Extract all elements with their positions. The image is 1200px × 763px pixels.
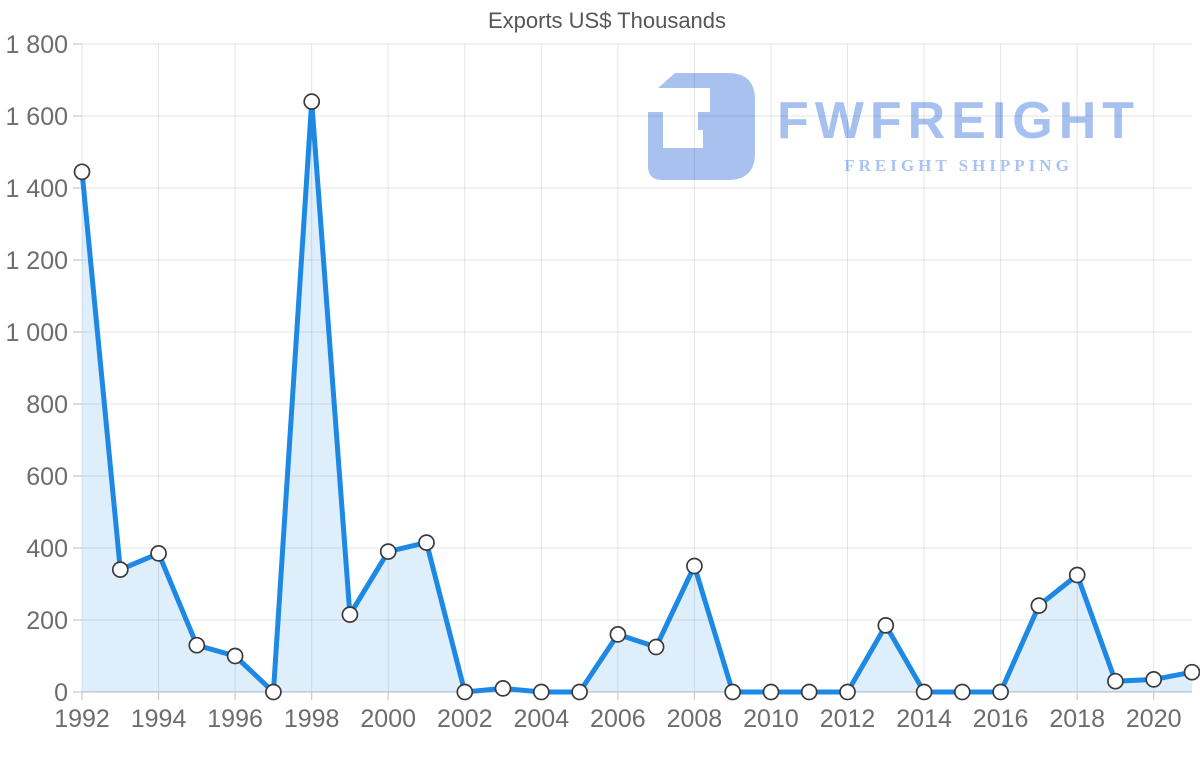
data-point-marker [456,683,474,701]
y-axis-tick-label: 1 800 [5,31,68,59]
y-axis-tick-label: 800 [26,391,68,419]
data-point-marker [571,683,588,701]
y-axis-tick-label: 600 [26,463,68,491]
data-point-marker [609,626,627,643]
x-axis-tick-label: 2010 [743,705,799,733]
y-axis-tick-label: 1 200 [5,247,68,275]
x-axis-tick-label: 2008 [667,705,723,733]
data-point-marker [1107,672,1124,690]
x-axis-tick-label: 2000 [360,705,416,733]
chart-title: Exports US$ Thousands [487,8,727,33]
data-point-marker [1068,566,1086,584]
series-area-fill [82,101,1192,693]
x-axis-tick-label: 2018 [1049,705,1105,733]
x-axis-tick-label: 2004 [513,705,569,733]
x-axis-tick-label: 1996 [207,705,263,733]
x-axis-tick-label: 2020 [1126,705,1182,733]
data-point-marker [992,683,1009,701]
data-point-marker [1183,663,1200,681]
data-point-marker [877,617,895,634]
data-point-marker [303,93,321,110]
x-axis-tick-label: 2016 [973,705,1029,733]
data-point-marker [647,638,665,656]
data-point-marker [686,557,703,575]
data-point-marker [265,683,282,701]
data-point-marker [724,683,742,701]
y-axis-tick-label: 1 400 [5,175,68,203]
x-axis-tick-label: 2014 [896,705,952,733]
data-point-marker [915,683,933,701]
data-point-marker [839,683,856,701]
data-point-marker [1030,597,1048,614]
y-axis-tick-label: 1 000 [5,319,68,347]
data-point-marker [1145,671,1163,688]
x-axis-tick-label: 2006 [590,705,646,733]
x-axis-tick-label: 1998 [284,705,340,733]
data-point-marker [379,543,397,560]
data-point-marker [800,683,818,701]
y-axis-tick-label: 1 600 [5,103,68,131]
data-point-marker [111,561,129,578]
y-axis-tick-label: 400 [26,535,68,563]
data-point-marker [226,647,244,665]
data-point-marker [762,683,780,701]
data-point-marker [418,534,435,551]
x-axis-tick-label: 2002 [437,705,493,733]
x-axis-tick-label: 1992 [54,705,110,733]
data-point-marker [341,606,359,623]
data-point-marker [532,683,550,701]
x-axis-tick-label: 1994 [131,705,187,733]
series-line [79,99,1195,695]
y-axis-tick-label: 0 [54,679,68,707]
data-point-marker [150,545,167,562]
y-axis-tick-label: 200 [26,607,68,635]
data-point-marker [953,683,971,701]
data-point-marker [73,163,91,181]
data-point-marker [188,636,206,654]
x-axis-tick-label: 2012 [820,705,876,733]
data-point-marker [494,680,512,697]
